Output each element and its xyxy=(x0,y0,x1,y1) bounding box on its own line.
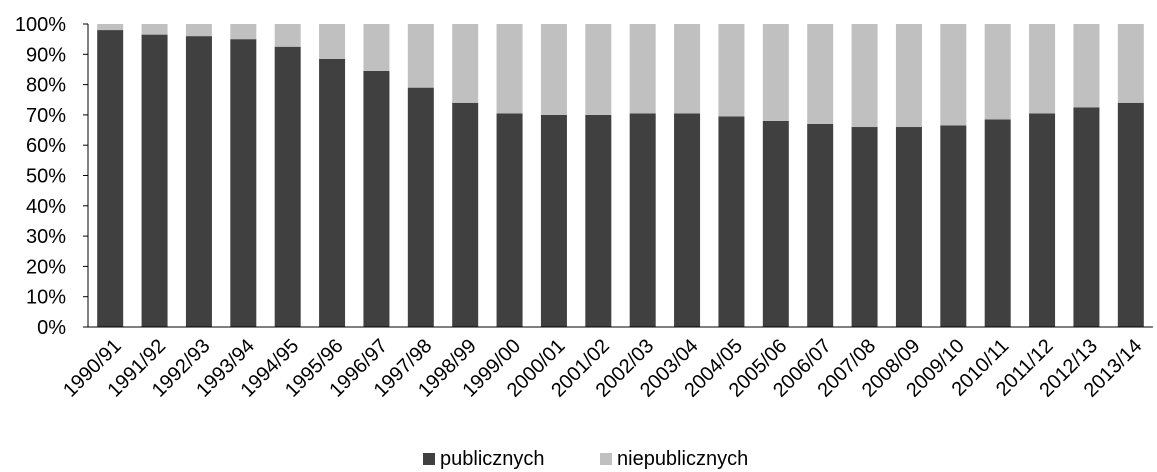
x-axis: 1990/911991/921992/931993/941994/951995/… xyxy=(59,326,1153,402)
bar-publicznych-2011-12 xyxy=(1029,113,1056,327)
bar-publicznych-1999-00 xyxy=(496,113,523,327)
bar-niepublicznych-1997-98 xyxy=(407,24,434,88)
bar-niepublicznych-2000-01 xyxy=(540,24,567,115)
bar-niepublicznych-1990-91 xyxy=(97,24,124,31)
y-tick-label: 60% xyxy=(26,135,66,157)
bar-publicznych-1991-92 xyxy=(141,34,168,327)
bar-niepublicznych-2009-10 xyxy=(940,24,967,126)
bar-publicznych-2012-13 xyxy=(1073,107,1100,327)
bar-niepublicznych-2008-09 xyxy=(895,24,922,128)
bar-publicznych-1998-99 xyxy=(452,102,479,327)
y-tick-label: 30% xyxy=(26,226,66,248)
bar-niepublicznych-1999-00 xyxy=(496,24,523,114)
y-tick-label: 50% xyxy=(26,166,66,188)
bar-niepublicznych-1998-99 xyxy=(452,24,479,103)
bar-niepublicznych-1994-95 xyxy=(274,24,301,47)
bar-niepublicznych-2004-05 xyxy=(718,24,745,117)
bar-publicznych-1990-91 xyxy=(97,30,124,328)
bar-niepublicznych-1993-94 xyxy=(230,24,257,40)
legend: publicznych niepublicznych xyxy=(423,448,748,470)
bar-publicznych-1993-94 xyxy=(230,39,257,328)
bar-publicznych-2000-01 xyxy=(540,114,567,328)
bar-publicznych-2002-03 xyxy=(629,113,656,327)
y-tick-label: 0% xyxy=(37,317,66,339)
y-tick-label: 20% xyxy=(26,256,66,278)
bar-publicznych-2009-10 xyxy=(940,125,967,327)
y-tick-label: 80% xyxy=(26,75,66,97)
bar-niepublicznych-2011-12 xyxy=(1029,24,1056,114)
y-tick-label: 40% xyxy=(26,196,66,218)
legend-swatch-niepublicznych xyxy=(600,453,612,465)
bar-niepublicznych-1991-92 xyxy=(141,24,168,35)
bar-publicznych-2010-11 xyxy=(984,119,1011,327)
bar-niepublicznych-1995-96 xyxy=(319,24,346,59)
bar-niepublicznych-2010-11 xyxy=(984,24,1011,120)
y-tick-label: 90% xyxy=(26,44,66,66)
bar-publicznych-2001-02 xyxy=(585,114,612,328)
bar-niepublicznych-2006-07 xyxy=(807,24,834,124)
y-tick-label: 10% xyxy=(26,287,66,309)
y-tick-label: 70% xyxy=(26,105,66,127)
legend-swatch-publicznych xyxy=(423,453,435,465)
bar-publicznych-1994-95 xyxy=(274,46,301,327)
bar-publicznych-1997-98 xyxy=(407,87,434,327)
bar-niepublicznych-2001-02 xyxy=(585,24,612,115)
bar-niepublicznych-1996-97 xyxy=(363,24,390,71)
bar-publicznych-2008-09 xyxy=(895,127,922,328)
bar-publicznych-1995-96 xyxy=(319,58,346,327)
bar-publicznych-2013-14 xyxy=(1117,102,1144,327)
bar-niepublicznych-2013-14 xyxy=(1117,24,1144,103)
y-axis: 0% 10% 20% 30% 40% 50% 60% 70% 80% 90% 100% xyxy=(15,14,89,339)
bar-niepublicznych-1992-93 xyxy=(185,24,212,37)
bar-publicznych-2003-04 xyxy=(674,113,701,327)
y-tick-label: 100% xyxy=(15,14,66,36)
bar-niepublicznych-2002-03 xyxy=(629,24,656,114)
bar-niepublicznych-2012-13 xyxy=(1073,24,1100,108)
bars xyxy=(97,24,1144,328)
bar-publicznych-2007-08 xyxy=(851,127,878,328)
bar-publicznych-1992-93 xyxy=(185,36,212,328)
legend-label-publicznych: publicznych xyxy=(440,448,545,470)
bar-publicznych-2005-06 xyxy=(762,120,789,328)
bar-publicznych-2004-05 xyxy=(718,116,745,327)
legend-label-niepublicznych: niepublicznych xyxy=(617,448,748,470)
bar-niepublicznych-2007-08 xyxy=(851,24,878,128)
bar-publicznych-1996-97 xyxy=(363,70,390,327)
bar-niepublicznych-2003-04 xyxy=(674,24,701,114)
bar-publicznych-2006-07 xyxy=(807,123,834,328)
bar-niepublicznych-2005-06 xyxy=(762,24,789,121)
